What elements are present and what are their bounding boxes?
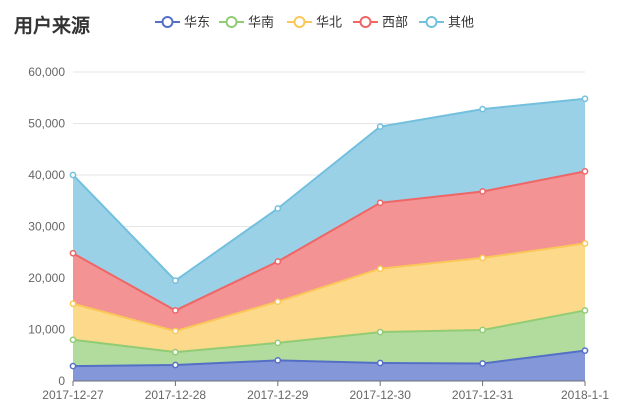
legend-item-华北: 华北 xyxy=(287,15,342,30)
legend-marker xyxy=(161,16,174,28)
series-line-西部 xyxy=(72,170,586,312)
legend-label: 华南 xyxy=(248,15,274,30)
data-point-西部 xyxy=(376,199,384,207)
data-point-华东 xyxy=(274,357,282,364)
y-tick-label: 40,000 xyxy=(28,168,65,182)
series-line-华北 xyxy=(72,242,586,333)
chart-title: 用户来源 xyxy=(14,14,90,37)
data-point-华东 xyxy=(479,360,486,367)
y-tick-label: 60,000 xyxy=(28,65,65,79)
legend-marker xyxy=(293,16,306,28)
data-point-西部 xyxy=(479,188,486,195)
data-point-华北 xyxy=(274,298,282,306)
data-point-华南 xyxy=(274,339,282,347)
data-point-其他 xyxy=(581,95,589,103)
x-tick-label: 2018-1-1 xyxy=(561,388,609,402)
legend-label: 华北 xyxy=(316,15,342,30)
data-point-华东 xyxy=(69,362,77,370)
legend-item-华东: 华东 xyxy=(155,15,210,30)
area-其他 xyxy=(73,98,585,311)
area-series xyxy=(73,98,585,381)
y-tick-label: 20,000 xyxy=(28,271,65,285)
legend-item-华南: 华南 xyxy=(219,15,274,30)
series-line-华南 xyxy=(72,309,586,354)
legend-label: 华东 xyxy=(184,15,210,30)
y-tick-label: 50,000 xyxy=(28,117,65,131)
y-tick-label: 10,000 xyxy=(28,323,65,337)
legend-item-其他: 其他 xyxy=(419,15,474,30)
data-point-华南 xyxy=(479,326,486,334)
x-tick-label: 2017-12-28 xyxy=(145,388,207,402)
data-point-华北 xyxy=(172,327,179,335)
data-point-西部 xyxy=(274,258,282,265)
data-point-其他 xyxy=(376,123,384,130)
x-tick-label: 2017-12-29 xyxy=(247,388,309,402)
y-tick-label: 30,000 xyxy=(28,220,65,234)
data-point-华北 xyxy=(479,254,486,262)
legend-marker xyxy=(225,16,238,28)
data-point-西部 xyxy=(69,249,77,257)
data-point-华南 xyxy=(581,307,589,314)
data-point-华北 xyxy=(69,300,77,308)
data-point-其他 xyxy=(479,105,486,113)
x-tick-label: 2017-12-31 xyxy=(452,388,514,402)
legend-item-西部: 西部 xyxy=(353,15,408,30)
legend-marker xyxy=(359,16,372,28)
area-华北 xyxy=(73,243,585,353)
data-point-其他 xyxy=(172,277,179,284)
x-tick-label: 2017-12-30 xyxy=(350,388,412,402)
legend-label: 西部 xyxy=(382,15,408,30)
series-line-华东 xyxy=(72,349,586,368)
axes: 0 10,000 20,000 30,000 40,000 50,000 60,000 201… xyxy=(28,65,609,402)
data-point-其他 xyxy=(274,205,282,212)
line-series xyxy=(72,97,586,368)
data-point-华东 xyxy=(376,359,384,367)
data-point-其他 xyxy=(69,171,77,179)
data-points xyxy=(69,95,589,370)
data-point-华北 xyxy=(376,265,384,273)
legend-label: 其他 xyxy=(448,15,474,30)
data-point-华南 xyxy=(172,348,179,356)
data-point-西部 xyxy=(581,168,589,175)
data-point-华南 xyxy=(376,328,384,336)
series-line-其他 xyxy=(72,97,586,282)
data-point-华北 xyxy=(581,240,589,247)
x-tick-label: 2017-12-27 xyxy=(42,388,104,402)
legend: 华东 华南 华北 西部 其他 xyxy=(155,15,474,30)
area-华东 xyxy=(73,350,585,381)
data-point-华东 xyxy=(581,347,589,354)
data-point-华东 xyxy=(172,361,179,369)
y-tick-label: 0 xyxy=(58,374,65,388)
area-西部 xyxy=(73,171,585,332)
legend-marker xyxy=(425,16,438,28)
data-point-西部 xyxy=(172,307,179,314)
data-point-华南 xyxy=(69,336,77,344)
